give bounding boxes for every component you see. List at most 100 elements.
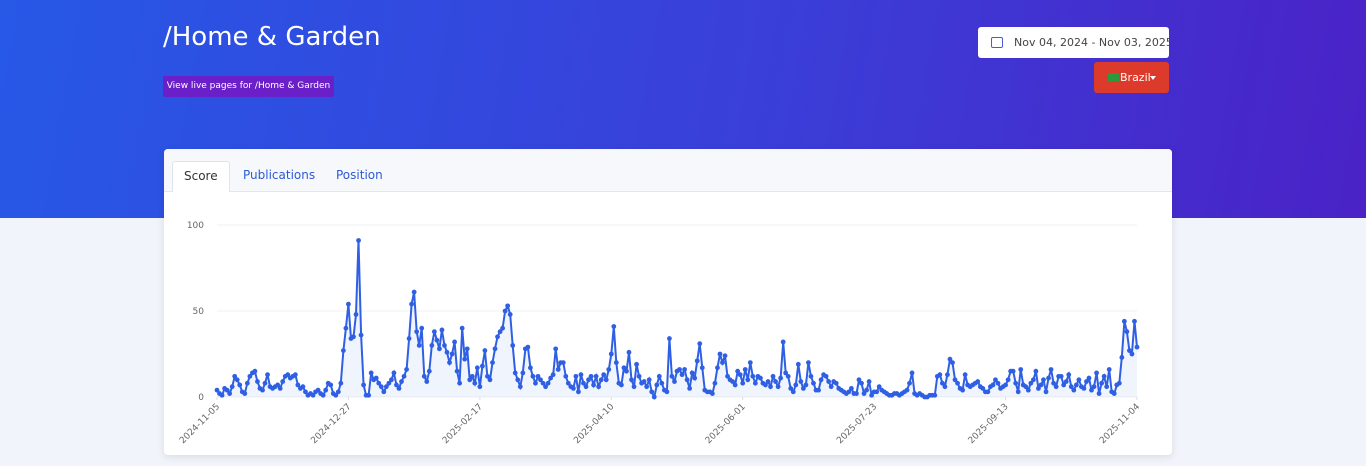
point [800, 386, 806, 391]
point [517, 384, 523, 390]
point [656, 373, 662, 379]
point [303, 389, 308, 395]
point [512, 370, 518, 376]
point [684, 377, 690, 383]
point [442, 343, 447, 348]
point [262, 380, 268, 386]
country-dropdown[interactable]: Brazil [1094, 62, 1169, 93]
point [618, 382, 624, 388]
point [687, 386, 693, 391]
point [798, 379, 804, 384]
point [945, 372, 950, 378]
point [1023, 384, 1029, 390]
point [950, 360, 955, 365]
point [1086, 375, 1092, 381]
point [550, 372, 556, 378]
point [391, 370, 397, 376]
point [333, 392, 339, 398]
point [310, 392, 316, 398]
flag-icon [1108, 73, 1119, 81]
tab[interactable]: Publications [243, 168, 316, 182]
point [629, 377, 634, 383]
point [848, 386, 854, 391]
x-tick-label: 2024-12-27 [309, 402, 353, 446]
area [217, 240, 1137, 397]
point [421, 373, 427, 379]
point [993, 377, 998, 383]
y-tick-label: 100 [187, 221, 204, 231]
point [995, 380, 1001, 386]
point [682, 367, 687, 372]
point [722, 353, 728, 359]
point [816, 387, 821, 393]
point [265, 372, 270, 378]
point [502, 308, 508, 314]
point [955, 380, 960, 386]
point [1132, 318, 1137, 324]
point [292, 372, 298, 378]
point [1106, 367, 1112, 372]
point [1013, 380, 1019, 386]
tab[interactable]: Score [172, 161, 230, 192]
point [613, 360, 619, 365]
point [525, 344, 531, 350]
point [780, 339, 786, 345]
point [861, 391, 867, 396]
point [694, 358, 700, 364]
point [828, 384, 834, 390]
point [608, 351, 614, 357]
point [1076, 377, 1082, 383]
point [414, 329, 420, 335]
point [1033, 368, 1039, 374]
point [980, 386, 986, 391]
x-tick-label: 2025-07-23 [835, 402, 879, 446]
point [856, 377, 862, 383]
point [778, 375, 784, 381]
point [361, 382, 366, 388]
point [1053, 384, 1059, 390]
point [1048, 367, 1054, 372]
point [591, 382, 596, 388]
point [795, 361, 801, 367]
point [1003, 382, 1008, 388]
point [990, 382, 996, 388]
point [1073, 382, 1079, 388]
chart-card: Score Publications Position 0 50 100 2024-1… [164, 149, 1172, 455]
point [806, 360, 811, 365]
point [699, 365, 705, 371]
point [947, 356, 953, 362]
x-tick-label: 2025-02-17 [441, 402, 485, 446]
point [383, 384, 389, 390]
date-range-picker[interactable]: Nov 04, 2024 - Nov 03, 2025 [978, 27, 1169, 58]
tab[interactable]: Position [336, 168, 383, 182]
point [340, 348, 346, 353]
point [411, 289, 417, 295]
point [735, 368, 741, 374]
point [932, 392, 938, 398]
point [742, 367, 748, 372]
point [1066, 372, 1072, 378]
point [952, 377, 958, 383]
point [659, 380, 665, 386]
point [573, 373, 579, 379]
point [1101, 373, 1107, 379]
point [578, 372, 584, 378]
point [783, 370, 789, 376]
point [320, 392, 326, 398]
point [846, 389, 852, 395]
point [732, 382, 738, 388]
calendar-icon [991, 37, 1003, 48]
point [606, 367, 612, 372]
live-pages-button[interactable]: View live pages for /Home & Garden [163, 76, 334, 97]
point [626, 349, 632, 355]
point [720, 360, 725, 365]
point [464, 346, 470, 352]
point [1005, 377, 1011, 383]
point [459, 325, 465, 331]
y-tick-label: 50 [193, 307, 205, 317]
point [431, 329, 437, 335]
point [937, 372, 943, 378]
point [773, 379, 778, 384]
point [1010, 368, 1016, 374]
point [818, 377, 824, 383]
